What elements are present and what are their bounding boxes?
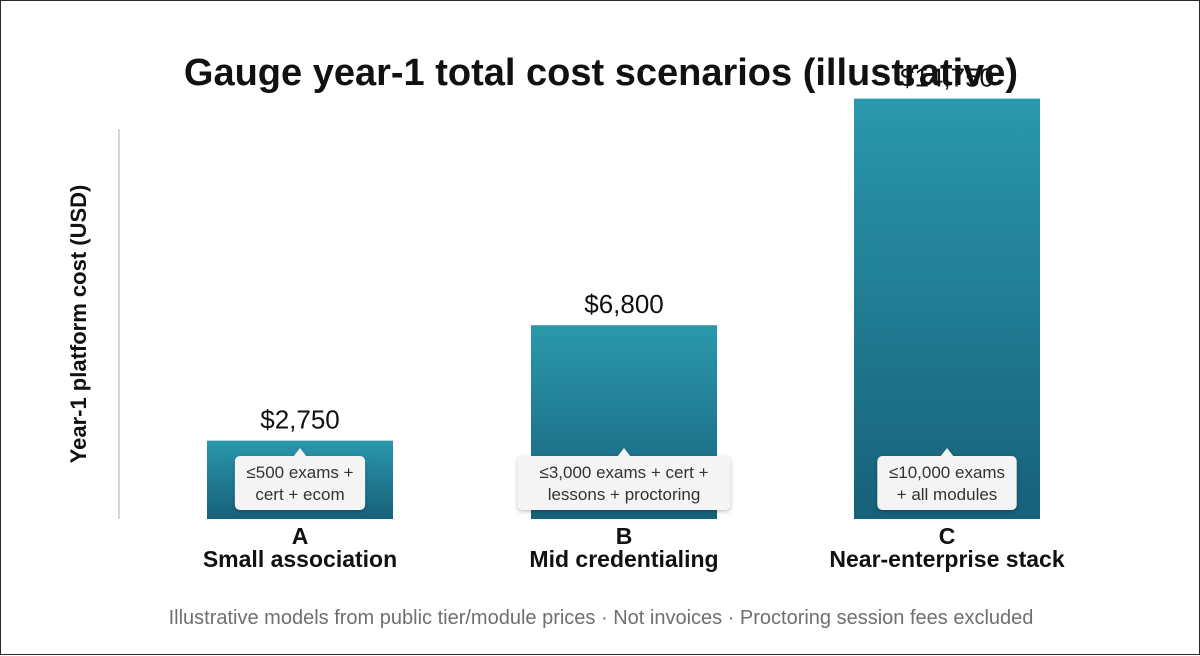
x-tick-label: C	[939, 523, 956, 549]
category-description: Small association	[203, 546, 397, 572]
callout-box	[234, 456, 366, 510]
bar-note-line: ≤3,000 exams + cert +	[539, 463, 708, 482]
x-tick-label: A	[292, 523, 309, 549]
bar-note-line: ≤500 exams +	[246, 463, 353, 482]
bar-note-callout	[877, 448, 1017, 510]
bar-note-line: + all modules	[897, 485, 998, 504]
callout-box	[877, 456, 1017, 510]
chart-title: Gauge year-1 total cost scenarios (illus…	[184, 52, 1018, 94]
bar-note-line: lessons + proctoring	[548, 485, 701, 504]
callout-box	[517, 456, 731, 510]
footnote: Illustrative models from public tier/mod…	[169, 607, 1034, 629]
bar-note-callout	[234, 448, 366, 510]
bar-note-line: ≤10,000 exams	[889, 463, 1005, 482]
y-axis-label: Year-1 platform cost (USD)	[66, 185, 91, 464]
bar-note-callout	[517, 448, 731, 510]
x-tick-label: B	[616, 523, 633, 549]
callout-pointer	[293, 448, 307, 457]
bar-value-label: $14,750	[900, 63, 994, 93]
callout-pointer	[617, 448, 631, 457]
bar-value-label: $6,800	[584, 289, 664, 319]
bar-note-line: cert + ecom	[255, 485, 344, 504]
callout-pointer	[940, 448, 954, 457]
category-description: Near-enterprise stack	[829, 546, 1064, 572]
bar-value-label: $2,750	[260, 405, 340, 435]
category-description: Mid credentialing	[529, 546, 718, 572]
